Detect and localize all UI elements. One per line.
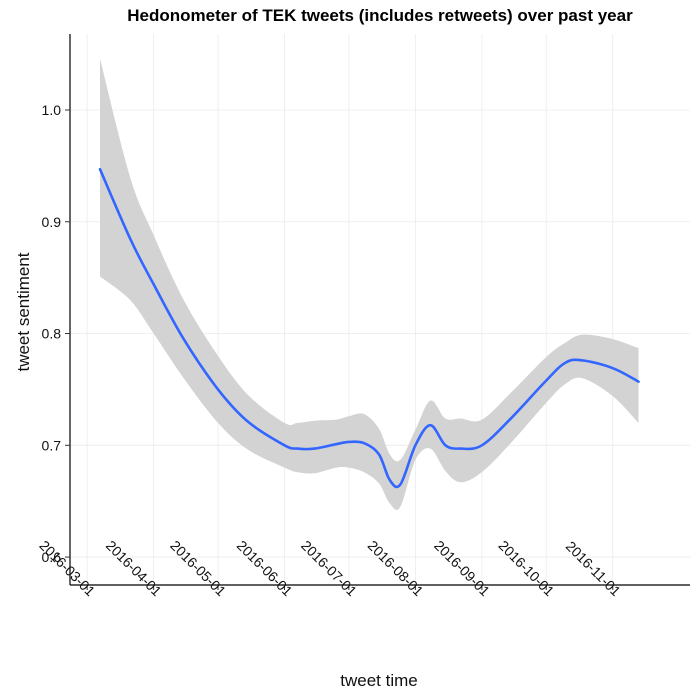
y-tick-label: 0.8 [42, 326, 62, 342]
x-tick-label: 2016-08-01 [365, 537, 427, 599]
x-tick-label: 2016-09-01 [431, 537, 493, 599]
y-tick-label: 0.7 [42, 437, 62, 453]
x-tick-label: 2016-07-01 [298, 537, 360, 599]
confidence-band [100, 58, 639, 510]
x-tick-label: 2016-04-01 [103, 537, 165, 599]
y-axis-title: tweet sentiment [14, 252, 33, 371]
x-tick-label: 2016-10-01 [495, 537, 557, 599]
x-tick-label: 2016-06-01 [234, 537, 296, 599]
y-tick-label: 1.0 [42, 102, 62, 118]
x-tick-label: 2016-11-01 [563, 538, 624, 599]
x-axis-title: tweet time [340, 671, 417, 690]
confidence-band-layer [100, 58, 639, 510]
smooth-line-layer [98, 167, 640, 489]
chart-title: Hedonometer of TEK tweets (includes retw… [127, 6, 633, 25]
y-tick-label: 0.6 [42, 549, 62, 565]
x-tick-label: 2016-05-01 [167, 537, 229, 599]
x-tick-label: 2016-03-01 [36, 537, 98, 599]
sentiment-smooth-line [98, 167, 640, 489]
y-tick-label: 0.9 [42, 214, 62, 230]
